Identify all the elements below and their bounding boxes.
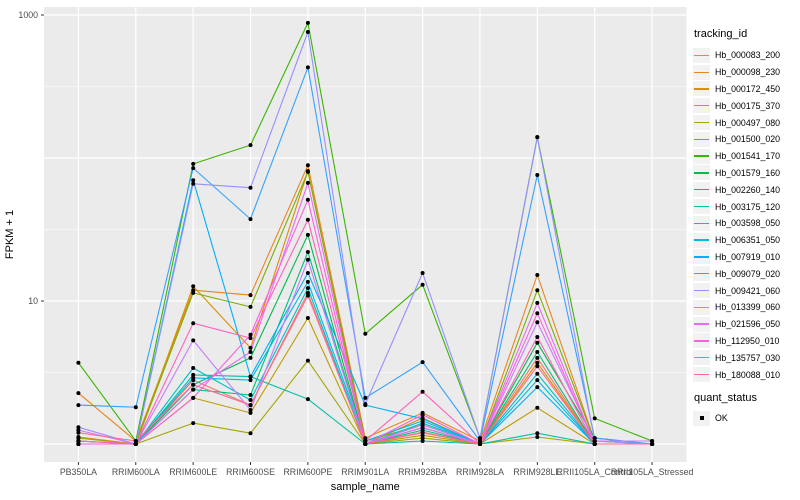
line-key-icon: [693, 182, 710, 198]
legend-item-label: Hb_001541_170: [715, 151, 781, 162]
point-key-icon: [693, 410, 710, 426]
line-key-icon: [693, 299, 710, 315]
line-key-icon: [693, 350, 710, 366]
x-tick-label: RRIM600LE: [169, 467, 217, 477]
legend-item: Hb_009079_020: [693, 265, 799, 282]
line-key-icon: [693, 64, 710, 80]
legend-item: Hb_135757_030: [693, 349, 799, 366]
legend-item: Hb_001579_160: [693, 165, 799, 182]
tracking-id-legend: tracking_id Hb_000083_200 Hb_000098_230 Hb…: [693, 28, 799, 383]
y-axis-title: FPKM + 1: [4, 210, 16, 259]
line-key-icon: [693, 199, 710, 215]
legend-item: Hb_007919_010: [693, 249, 799, 266]
line-key-icon: [693, 47, 710, 63]
legend-item-label: Hb_000497_080: [715, 117, 781, 128]
legend-item-label: Hb_001500_020: [715, 134, 781, 145]
legend-item-label: Hb_000172_450: [715, 83, 781, 94]
legend-item-list: Hb_000083_200 Hb_000098_230 Hb_000172_450 H…: [693, 47, 799, 383]
legend-item-label: Hb_006351_050: [715, 235, 781, 246]
line-key-icon: [693, 165, 710, 181]
line-key-icon: [693, 148, 710, 164]
legend-item: Hb_000497_080: [693, 114, 799, 131]
line-key-icon: [693, 215, 710, 231]
legend-item-label: Hb_000175_370: [715, 100, 781, 111]
legend-item: Hb_180088_010: [693, 366, 799, 383]
x-tick-label: RRIM600SE: [226, 467, 275, 477]
legend-item-label: Hb_003175_120: [715, 201, 781, 212]
legend-item: Hb_003175_120: [693, 198, 799, 215]
line-key-icon: [693, 232, 710, 248]
legend-item-label: Hb_112950_010: [715, 335, 780, 346]
legend-item-label: Hb_000098_230: [715, 67, 781, 78]
line-key-icon: [693, 115, 710, 131]
y-axis: 1000 10 FPKM + 1: [4, 10, 44, 306]
line-key-icon: [693, 283, 710, 299]
legend-item: Hb_009421_060: [693, 282, 799, 299]
data-points: [76, 20, 655, 446]
legend-item-label: Hb_009079_020: [715, 268, 781, 279]
line-key-icon: [693, 98, 710, 114]
line-key-icon: [693, 249, 710, 265]
legend-item: Hb_000098_230: [693, 64, 799, 81]
x-tick-label: RRIM928LE: [513, 467, 561, 477]
x-tick-label: RRIM928BA: [398, 467, 447, 477]
legend-item-label: Hb_007919_010: [715, 251, 781, 262]
legend-item: Hb_001500_020: [693, 131, 799, 148]
legend-item-label: Hb_013399_060: [715, 302, 781, 313]
x-axis: PB350LA RRIM600LA RRIM600LE RRIM600SE RRIM60…: [60, 462, 694, 493]
line-key-icon: [693, 316, 710, 332]
legend-item-label: OK: [715, 413, 728, 423]
legend-item-label: Hb_021596_050: [715, 319, 781, 330]
line-key-icon: [693, 81, 710, 97]
line-key-icon: [693, 266, 710, 282]
y-tick-label: 1000: [18, 10, 38, 20]
y-tick-label: 10: [28, 296, 38, 306]
legend-item: Hb_000083_200: [693, 47, 799, 64]
x-tick-label: RRIM901LA: [341, 467, 389, 477]
legend-item: Hb_013399_060: [693, 299, 799, 316]
legend-item: OK: [693, 410, 799, 426]
legend-title-tracking-id: tracking_id: [694, 28, 748, 40]
legend-item: Hb_003598_050: [693, 215, 799, 232]
legend-item-label: Hb_180088_010: [715, 369, 781, 380]
x-axis-title: sample_name: [331, 481, 400, 493]
x-tick-label: RRIM928LA: [456, 467, 504, 477]
legend-title-quant-status: quant_status: [694, 392, 757, 404]
legend-item: Hb_000175_370: [693, 97, 799, 114]
x-tick-label: RRIM600LA: [112, 467, 160, 477]
legend-item: Hb_002260_140: [693, 181, 799, 198]
legend-item-label: Hb_001579_160: [715, 167, 781, 178]
legend-item: Hb_006351_050: [693, 232, 799, 249]
legend-item: Hb_112950_010: [693, 333, 799, 350]
legend-item-label: Hb_009421_060: [715, 285, 781, 296]
legend-item-label: Hb_002260_140: [715, 184, 781, 195]
legend-item: Hb_001541_170: [693, 148, 799, 165]
legend-item: Hb_000172_450: [693, 81, 799, 98]
legend-item-label: Hb_000083_200: [715, 50, 781, 61]
legend-item-label: Hb_003598_050: [715, 218, 781, 229]
line-key-icon: [693, 367, 710, 383]
x-tick-label: RRIM600PE: [283, 467, 332, 477]
x-tick-label: RRII105LA_Control: [557, 467, 633, 477]
line-key-icon: [693, 333, 710, 349]
x-tick-label: PB350LA: [60, 467, 97, 477]
legend-item: Hb_021596_050: [693, 316, 799, 333]
quant-status-legend: quant_status OK: [693, 392, 799, 426]
legend-item-label: Hb_135757_030: [715, 352, 781, 363]
line-key-icon: [693, 131, 710, 147]
x-tick-label: RRII105LA_Stressed: [611, 467, 694, 477]
